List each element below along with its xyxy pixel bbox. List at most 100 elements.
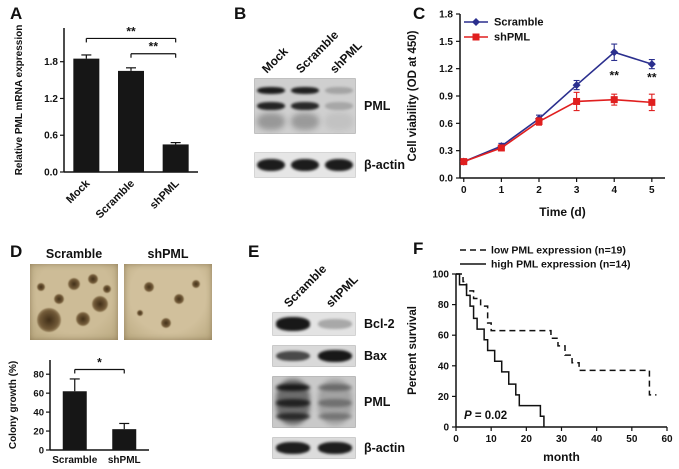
- blot-row-label: β-actin: [364, 441, 405, 455]
- panel-f-label: F: [413, 239, 424, 258]
- svg-text:80: 80: [33, 370, 44, 381]
- series-marker: [572, 81, 581, 90]
- panel-e-label: E: [248, 242, 260, 261]
- western-blot-pml: Mock Scramble shPML PML β-actin: [238, 8, 423, 213]
- blot-strip: [272, 345, 356, 367]
- blot-strip: [272, 437, 356, 459]
- svg-text:month: month: [543, 450, 580, 464]
- colony-blob: [103, 285, 112, 294]
- colony-blob: [88, 274, 99, 285]
- svg-text:20: 20: [33, 427, 44, 438]
- svg-text:1.5: 1.5: [439, 37, 453, 48]
- svg-text:0.6: 0.6: [44, 131, 58, 142]
- colony-blob: [192, 279, 201, 288]
- svg-text:0: 0: [39, 446, 44, 457]
- svg-text:Scramble: Scramble: [494, 17, 544, 29]
- svg-text:Mock: Mock: [64, 177, 93, 206]
- blot-band: [257, 112, 285, 130]
- svg-text:0.6: 0.6: [439, 119, 453, 130]
- blot-band: [276, 350, 310, 362]
- bar: [162, 144, 189, 172]
- blot-band: [318, 442, 352, 454]
- series-marker: [497, 144, 505, 152]
- blot-row-label: Bcl-2: [364, 317, 395, 331]
- colony-image-shpml: [124, 264, 212, 340]
- series-marker: [472, 18, 480, 26]
- colony-blob: [161, 318, 172, 329]
- svg-text:1.8: 1.8: [44, 57, 58, 68]
- series-marker: [460, 158, 468, 166]
- km-curve: [456, 273, 657, 396]
- colony-blob: [75, 312, 90, 327]
- svg-text:shPML: shPML: [494, 32, 530, 44]
- svg-text:40: 40: [33, 408, 44, 419]
- svg-text:Time (d): Time (d): [539, 205, 585, 219]
- pml-mrna-bar-chart: 0.0 0.6 1.2 1.8 Mock Scramble shPML ** ** Relativ…: [14, 24, 198, 221]
- svg-text:**: **: [126, 24, 136, 38]
- svg-text:Percent survival: Percent survival: [407, 306, 419, 395]
- svg-text:0: 0: [443, 423, 449, 434]
- svg-text:0.0: 0.0: [44, 168, 58, 179]
- svg-text:40: 40: [591, 434, 603, 445]
- svg-text:50: 50: [626, 434, 638, 445]
- svg-text:0.9: 0.9: [439, 92, 453, 103]
- colony-blob: [92, 295, 109, 312]
- bar: [62, 391, 87, 450]
- blot-row-label: β-actin: [364, 158, 405, 172]
- colony-blob: [37, 308, 62, 333]
- blot-row-label: PML: [364, 395, 391, 409]
- blot-strip: [272, 376, 356, 428]
- svg-text:1.2: 1.2: [44, 94, 58, 105]
- colony-blob: [36, 282, 45, 291]
- blot-band: [291, 112, 319, 130]
- svg-text:1: 1: [499, 185, 505, 196]
- blot-band: [318, 350, 352, 362]
- svg-text:Cell viability (OD at 450): Cell viability (OD at 450): [407, 30, 419, 161]
- svg-text:*: *: [97, 355, 102, 369]
- svg-text:0: 0: [453, 434, 459, 445]
- svg-text:1.8: 1.8: [439, 10, 453, 21]
- blot-band: [276, 317, 310, 331]
- blot-band: [318, 413, 352, 421]
- lane-label: Scramble: [281, 261, 330, 310]
- blot-row-label: PML: [364, 99, 391, 113]
- svg-text:**: **: [647, 70, 657, 84]
- p-value: P = 0.02: [464, 410, 507, 422]
- bar: [73, 58, 100, 172]
- blot-band: [325, 101, 353, 110]
- blot-band: [276, 413, 310, 421]
- svg-text:30: 30: [556, 434, 568, 445]
- colony-blob: [143, 281, 154, 292]
- svg-text:20: 20: [438, 392, 450, 403]
- svg-text:Relative PML mRNA expression: Relative PML mRNA expression: [14, 25, 25, 176]
- svg-text:0: 0: [461, 185, 467, 196]
- blot-band: [325, 112, 353, 130]
- blot-band: [318, 399, 352, 408]
- panel-b-label: B: [234, 4, 247, 23]
- svg-text:**: **: [610, 69, 620, 83]
- series-line: [463, 98, 652, 163]
- series-marker: [573, 97, 581, 105]
- survival-km-chart: 0 20 40 60 80 100 0 10 20 30 40 50 60 low PML express…: [407, 245, 673, 465]
- bar: [118, 70, 144, 172]
- blot-band: [318, 319, 352, 329]
- svg-text:2: 2: [536, 185, 542, 196]
- blot-strip: [254, 152, 356, 178]
- blot-band: [276, 383, 310, 391]
- blot-band: [257, 86, 285, 94]
- svg-text:0.3: 0.3: [439, 146, 453, 157]
- colony-image-title-shpml: shPML: [147, 247, 189, 261]
- blot-strip: [254, 78, 356, 134]
- lane-label: shPML: [323, 272, 361, 310]
- km-curve: [456, 273, 545, 427]
- svg-text:shPML: shPML: [108, 455, 141, 466]
- series-marker: [535, 118, 543, 126]
- series-line: [463, 51, 653, 163]
- panel-d-label: D: [10, 242, 23, 261]
- svg-text:Colony growth (%): Colony growth (%): [8, 361, 19, 449]
- western-blot-apoptosis: Scramble shPML Bcl-2 Bax PML β-actin: [252, 248, 427, 468]
- svg-text:100: 100: [432, 270, 449, 281]
- svg-text:5: 5: [649, 185, 655, 196]
- svg-text:3: 3: [574, 185, 580, 196]
- series-marker: [647, 60, 656, 69]
